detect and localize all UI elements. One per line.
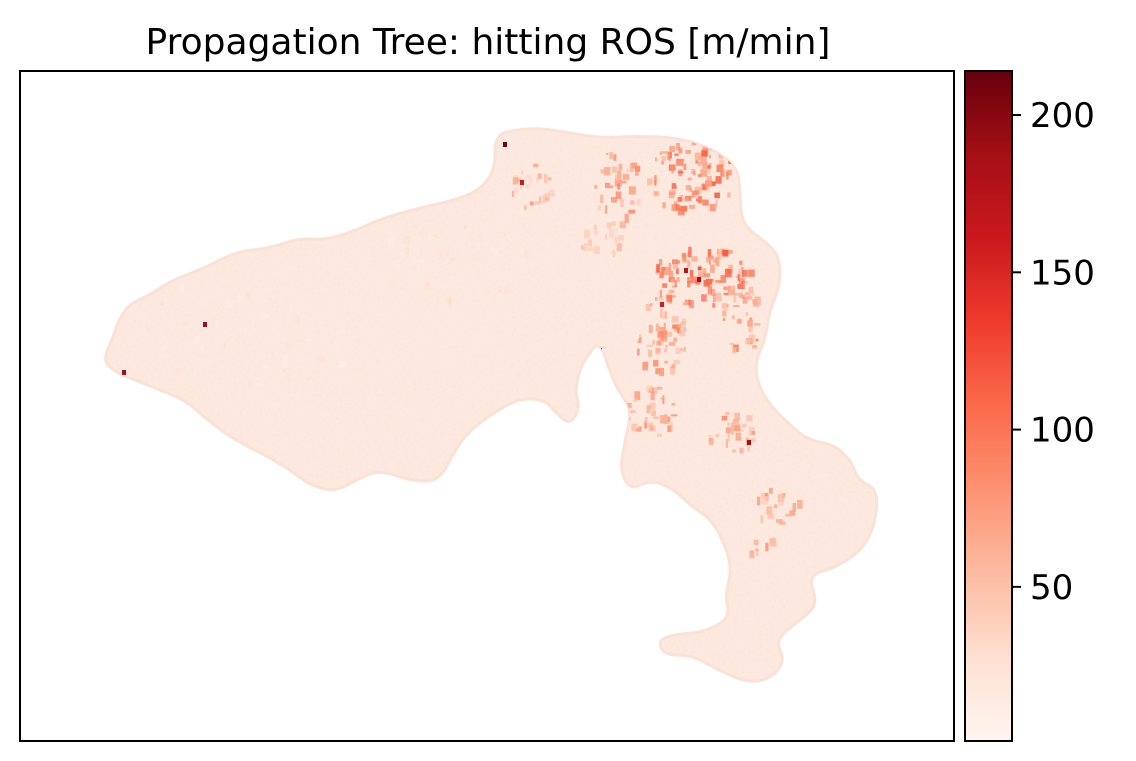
colorbar-ticks: 50 100 150 200 [1012,96,1095,608]
colorbar-tick-label: 100 [1030,411,1095,451]
chart-title: Propagation Tree: hitting ROS [m/min] [146,22,831,63]
colorbar [964,70,1013,742]
colorbar-tick-label: 50 [1030,568,1073,608]
colorbar-tick-label: 200 [1030,96,1095,136]
colorbar-tick-label: 150 [1030,253,1095,293]
